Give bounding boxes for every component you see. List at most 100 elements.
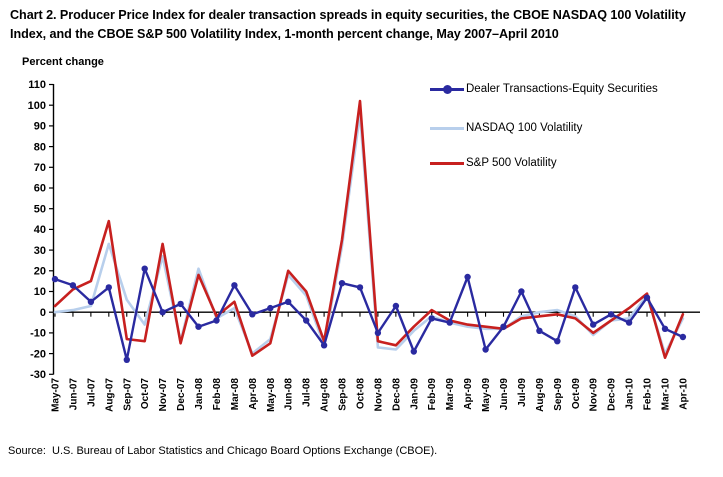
x-tick-label: May-09 [481,378,492,412]
x-tick-label: Feb-09 [427,378,438,411]
x-tick-label: Sep-07 [122,378,133,411]
data-point-marker [338,280,346,287]
legend-entry-nasdaq: NASDAQ 100 Volatility [430,121,658,135]
y-tick-label: 110 [28,79,46,91]
legend-entry-sp500: S&P 500 Volatility [430,156,658,170]
x-tick-label: Aug-08 [320,378,331,412]
data-point-marker [482,346,489,353]
x-tick-label: Sep-08 [338,378,349,411]
data-point-marker [518,288,525,295]
x-tick-label: Nov-09 [589,378,600,412]
data-point-marker [661,325,669,332]
data-point-marker [105,284,113,291]
data-point-marker [643,294,651,301]
x-tick-label: Jun-08 [284,378,295,411]
data-point-marker [320,342,328,349]
data-point-marker [590,321,597,328]
data-point-marker [285,298,292,305]
legend-label-sp500: S&P 500 Volatility [466,157,557,169]
data-point-marker [267,304,274,312]
y-tick-label: -30 [30,369,46,381]
x-tick-label: Sep-09 [553,378,564,411]
legend-label-nasdaq: NASDAQ 100 Volatility [466,122,583,134]
x-tick-label: Nov-07 [158,378,169,412]
y-tick-label: 90 [34,121,46,133]
data-point-marker [177,300,184,308]
data-point-marker [554,338,561,345]
data-point-marker [374,329,382,337]
x-tick-label: Apr-08 [248,378,259,410]
legend-line-sample-nasdaq [430,126,464,130]
data-point-marker [87,298,95,305]
x-tick-label: Apr-09 [463,378,474,410]
data-point-marker [572,284,579,291]
x-tick-label: Feb-10 [643,378,654,411]
x-tick-label: Mar-09 [445,378,456,411]
x-tick-label: Nov-08 [373,378,384,412]
data-point-marker [410,348,417,355]
legend-line-sample-dealer [430,84,464,94]
legend-line-sample-sp500 [430,161,464,165]
x-tick-label: Mar-08 [230,378,241,411]
y-tick-label: -10 [30,328,46,340]
data-point-marker [500,323,507,330]
y-tick-label: 50 [34,203,46,215]
y-tick-label: 70 [34,162,46,174]
y-tick-label: 100 [28,100,46,112]
x-tick-label: Jan-08 [194,378,205,410]
y-tick-label: 10 [34,286,46,298]
legend-label-dealer: Dealer Transactions-Equity Securities [466,83,658,95]
data-point-marker [356,284,364,291]
x-tick-label: Apr-10 [678,378,689,410]
data-point-marker [213,317,220,324]
data-point-marker [607,311,615,318]
y-tick-label: 30 [34,245,46,257]
source-note: Source: U.S. Bureau of Labor Statistics … [8,445,438,457]
data-point-marker [51,275,59,283]
x-tick-label: Jun-07 [68,378,79,411]
y-tick-label: 0 [40,307,46,319]
x-tick-label: Jan-09 [409,378,420,410]
y-tick-label: 20 [34,266,46,278]
x-tick-label: Jul-07 [86,378,97,407]
chart-title: Chart 2. Producer Price Index for dealer… [10,8,686,41]
x-tick-label: Dec-07 [176,378,187,411]
x-tick-label: Jan-10 [625,378,636,410]
y-tick-label: 80 [34,141,46,153]
data-point-marker [625,319,633,326]
data-point-marker [536,327,543,334]
data-point-marker [679,333,687,341]
data-point-marker [231,282,238,289]
x-tick-label: Jul-09 [517,378,528,407]
data-point-marker [303,317,310,324]
series-line-dealer [53,267,685,361]
data-point-marker [428,315,435,322]
x-tick-label: Feb-08 [212,378,223,411]
data-point-marker [195,323,202,330]
x-tick-label: May-07 [51,378,62,412]
data-point-marker [446,319,453,326]
data-point-marker [69,282,77,289]
y-tick-label: 40 [34,224,46,236]
x-tick-label: Oct-07 [140,378,151,410]
chart-legend: Dealer Transactions-Equity Securities NA… [430,82,658,170]
x-tick-label: Mar-10 [660,378,671,411]
x-tick-label: Oct-09 [571,378,582,410]
x-tick-label: Aug-09 [535,378,546,412]
legend-marker-dot [443,84,452,94]
x-tick-label: Jun-09 [499,378,510,411]
data-point-marker [159,309,166,316]
data-point-marker [249,311,256,318]
series-line-sp500 [53,99,685,360]
data-point-marker [141,265,148,272]
y-axis-label: Percent change [22,56,104,68]
x-tick-label: Dec-09 [607,378,618,411]
data-point-marker [392,302,400,310]
x-tick-label: Jul-08 [302,378,313,407]
y-tick-label: 60 [34,183,46,195]
y-tick-label: -20 [30,348,46,360]
legend-entry-dealer: Dealer Transactions-Equity Securities [430,82,658,96]
x-tick-label: May-08 [266,378,277,412]
